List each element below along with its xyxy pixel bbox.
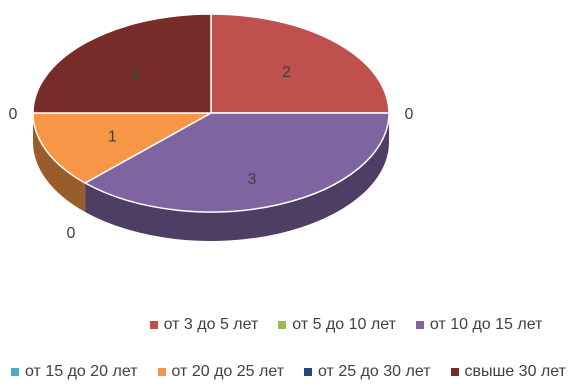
data-label-6: 0: [9, 106, 18, 123]
slice-side-3: [85, 113, 389, 241]
legend-marker-icon: [304, 368, 312, 376]
legend-row-2: от 15 до 20 лет от 20 до 25 лет от 25 до 3…: [0, 360, 572, 384]
legend-label: от 25 до 30 лет: [318, 363, 431, 380]
legend-marker-icon: [278, 321, 287, 329]
legend-label: от 5 до 10 лет: [292, 316, 396, 333]
slice-side-5: [33, 113, 86, 213]
slice-3: [84, 112, 390, 213]
legend-label: от 20 до 25 лет: [171, 363, 285, 380]
data-label-5: 1: [108, 129, 117, 146]
data-label-2: 0: [405, 106, 414, 123]
slice-1: [210, 13, 390, 114]
data-label-4: 0: [67, 225, 76, 242]
legend-label: от 10 до 15 лет: [429, 316, 543, 333]
legend-marker-icon: [11, 368, 19, 376]
slice-7: [32, 13, 212, 114]
legend-marker-icon: [157, 368, 166, 376]
legend-row-1: от 3 до 5 лет от 5 до 10 лет от 10 до 15 л…: [0, 313, 572, 337]
legend-label: свыше 30 лет: [464, 363, 566, 380]
pie-chart: 2 0 3 0 1 0 2: [9, 13, 414, 242]
legend-marker-icon: [149, 321, 158, 329]
data-label-7: 2: [131, 64, 140, 81]
legend-marker-icon: [450, 368, 459, 376]
legend-label: от 15 до 20 лет: [25, 363, 138, 380]
slice-5: [32, 112, 212, 184]
legend-label: от 3 до 5 лет: [163, 316, 259, 333]
legend-marker-icon: [415, 321, 424, 329]
data-label-1: 2: [282, 64, 291, 81]
data-label-3: 3: [247, 171, 256, 188]
